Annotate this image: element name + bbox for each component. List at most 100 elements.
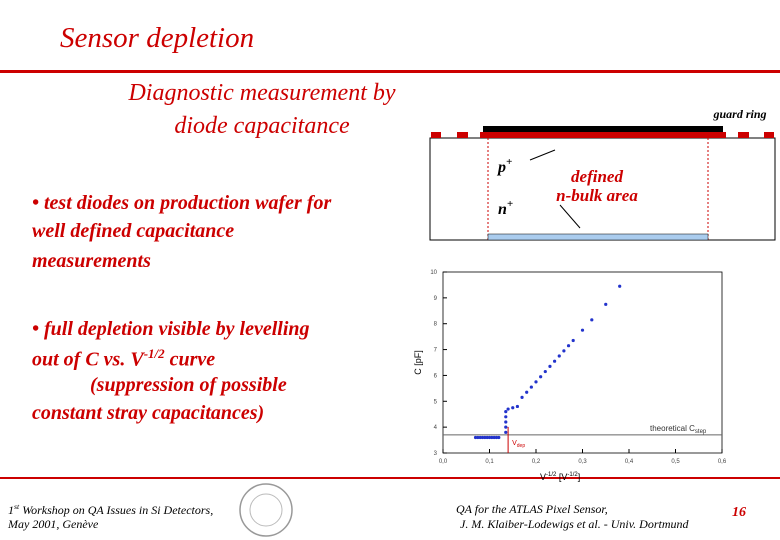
bullet-line: • test diodes on production wafer for [32, 192, 332, 214]
superscript: -1/2 [143, 346, 165, 361]
y-tick-label: 6 [434, 373, 438, 379]
subscript: dep [517, 443, 526, 449]
y-tick-label: 7 [434, 348, 438, 354]
data-point [618, 284, 622, 288]
data-point [483, 435, 487, 440]
guard-pad [431, 132, 441, 138]
title-rule [0, 70, 780, 73]
backside [487, 233, 709, 241]
data-point [473, 435, 478, 440]
n-label: n+ [498, 198, 513, 218]
area-label: n-bulk area [556, 186, 638, 205]
text: n [498, 201, 507, 218]
data-point [562, 349, 566, 353]
area-label: defined [571, 167, 623, 186]
y-tick-label: 4 [434, 425, 438, 431]
data-point [515, 404, 520, 409]
text: ] [578, 472, 581, 482]
bullet-line: (suppression of possible [90, 374, 287, 396]
p-label: p+ [496, 156, 512, 176]
data-point [543, 369, 547, 374]
y-tick-label: 8 [434, 322, 438, 328]
x-tick-label: 0,6 [718, 459, 727, 465]
superscript: + [507, 198, 513, 210]
y-axis-label: C [pF] [413, 350, 423, 375]
data-point [476, 435, 480, 440]
data-point [548, 364, 552, 368]
x-axis-label: V-1/2 [V-1/2] [540, 472, 580, 482]
data-point [487, 435, 492, 440]
y-tick-label: 5 [434, 399, 438, 405]
data-point [506, 407, 510, 411]
page-number: 16 [732, 505, 746, 520]
x-tick-label: 0,3 [578, 459, 587, 465]
text: curve [164, 348, 216, 371]
subscript: step [695, 429, 707, 435]
bullet-line: measurements [32, 250, 151, 272]
data-point [539, 375, 543, 379]
data-point [504, 425, 508, 429]
data-point [590, 318, 594, 322]
data-point [571, 338, 575, 343]
x-tick-label: 0,1 [485, 459, 494, 465]
text: V [540, 472, 546, 482]
x-tick-label: 0,4 [625, 459, 634, 465]
data-point [553, 359, 557, 363]
data-point [580, 328, 585, 332]
data-point [534, 380, 538, 384]
data-point [504, 410, 508, 414]
guard-pad [764, 132, 774, 138]
text: theoretical C [650, 424, 695, 433]
slide-title: Sensor depletion [60, 22, 255, 54]
footer-center: J. M. Klaiber-Lodewigs et al. - Univ. Do… [460, 517, 689, 531]
x-tick-label: 0,5 [671, 459, 680, 465]
data-point [485, 435, 489, 440]
annotation: theoretical Cstep [650, 424, 707, 435]
subtitle-line: diode capacitance [174, 113, 350, 139]
footer-center: QA for the ATLAS Pixel Sensor, [456, 502, 608, 516]
bullet-line: constant stray capacitances) [32, 402, 265, 424]
electrode [483, 126, 723, 133]
guard-pad [738, 132, 749, 138]
subtitle-line: Diagnostic measurement by [128, 80, 396, 106]
bullet-line: out of C vs. V-1/2 curve [32, 346, 215, 372]
data-point [529, 385, 533, 389]
superscript: -1/2 [567, 472, 578, 478]
superscript: -1/2 [546, 472, 557, 478]
x-tick-label: 0,2 [532, 459, 541, 465]
x-tick-label: 0,0 [439, 459, 448, 465]
data-point [520, 395, 524, 400]
guard-ring-label: guard ring [712, 107, 766, 121]
text: [V [556, 472, 567, 482]
data-point [504, 430, 508, 434]
data-point [478, 435, 482, 440]
data-point [511, 406, 515, 410]
superscript: st [14, 502, 20, 511]
superscript: + [506, 156, 512, 168]
data-point [566, 344, 571, 348]
data-point [492, 435, 496, 440]
logo [239, 483, 293, 537]
data-point [504, 420, 508, 424]
data-point [525, 390, 529, 394]
text: Workshop on QA Issues in Si Detectors, [19, 503, 214, 517]
footer-left: 1st Workshop on QA Issues in Si Detector… [8, 502, 213, 518]
text: out of C vs. V [32, 348, 144, 371]
y-tick-label: 3 [434, 451, 438, 457]
data-point [480, 435, 485, 440]
footer-left: May 2001, Genève [8, 517, 99, 531]
implant [480, 132, 726, 138]
data-point [494, 435, 499, 440]
data-point [504, 415, 508, 419]
y-tick-label: 9 [434, 296, 438, 302]
text: V [512, 440, 517, 447]
logo [249, 493, 283, 527]
bullet-line: well defined capacitance [32, 220, 235, 242]
data-point [490, 435, 494, 440]
pointer [559, 204, 581, 229]
data-point [557, 354, 561, 358]
data-point [497, 435, 501, 440]
